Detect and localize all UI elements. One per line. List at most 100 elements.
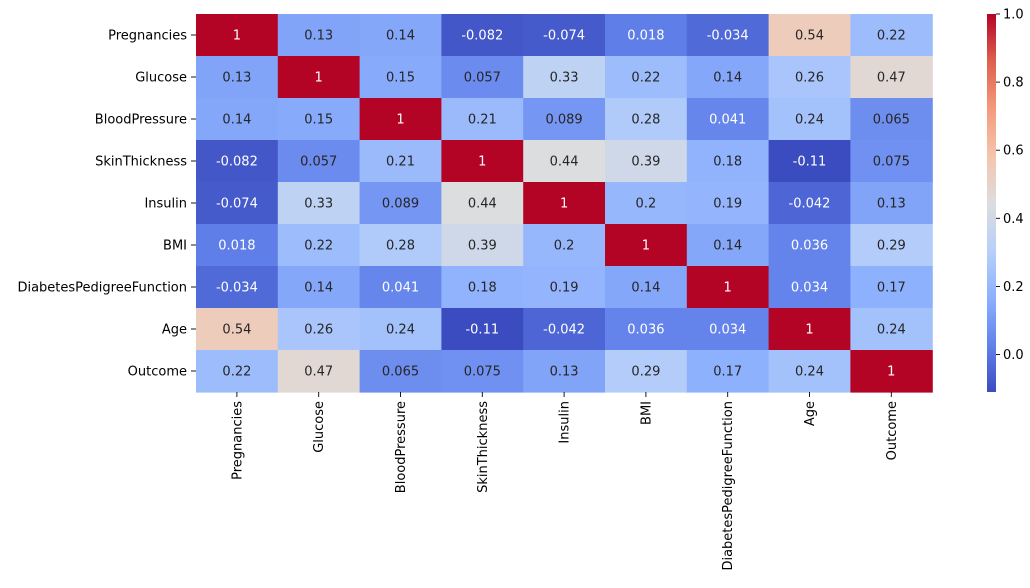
heatmap-cell [196, 14, 279, 57]
cell-value-label: -0.042 [543, 323, 585, 338]
heatmap-cell [441, 224, 524, 267]
cell-value-label: 0.44 [550, 155, 579, 170]
heatmap-cell [441, 182, 524, 225]
heatmap-cell [850, 350, 933, 393]
cell-value-label: 0.15 [304, 113, 333, 128]
heatmap-cell [850, 182, 933, 225]
heatmap-cell [768, 308, 851, 351]
cell-value-label: 0.075 [464, 365, 501, 380]
heatmap-cell [523, 140, 606, 183]
cell-value-label: 0.089 [382, 197, 419, 212]
cell-value-label: 0.041 [709, 113, 746, 128]
heatmap-cell [523, 14, 606, 57]
column-label: Outcome [885, 401, 900, 460]
cell-value-label: 0.14 [222, 113, 251, 128]
heatmap-cell [768, 350, 851, 393]
cell-value-label: -0.11 [793, 155, 827, 170]
heatmap-cell [768, 56, 851, 99]
cell-value-label: 0.54 [795, 29, 824, 44]
column-label: Age [803, 401, 818, 426]
cell-value-label: 0.21 [468, 113, 497, 128]
cell-value-label: 0.034 [791, 281, 828, 296]
cell-value-label: 0.057 [300, 155, 337, 170]
cell-value-label: 0.065 [382, 365, 419, 380]
heatmap-cell [850, 308, 933, 351]
heatmap-cell [441, 14, 524, 57]
cell-value-label: -0.074 [543, 29, 585, 44]
row-label: SkinThickness [95, 155, 187, 170]
heatmap-cell [196, 350, 279, 393]
heatmap-cell [850, 266, 933, 309]
heatmap-cell [277, 182, 361, 225]
heatmap-cell [196, 56, 279, 99]
heatmap-cell [605, 56, 688, 99]
heatmap-cell [686, 182, 770, 225]
heatmap-cell [850, 14, 933, 57]
heatmap-cell [196, 266, 279, 309]
cell-value-label: 0.24 [877, 323, 906, 338]
cell-value-label: 0.21 [386, 155, 415, 170]
heatmap-cell [605, 308, 688, 351]
cell-value-label: 0.15 [386, 71, 415, 86]
colorbar-tick-label: 0.0 [1003, 348, 1024, 363]
cell-value-label: 0.057 [464, 71, 501, 86]
row-label: BloodPressure [95, 113, 187, 128]
cell-value-label: 0.24 [795, 365, 824, 380]
heatmap-cell [768, 266, 851, 309]
heatmap-cell [196, 182, 279, 225]
cell-value-label: 0.2 [636, 197, 657, 212]
row-labels: Pregnancies Glucose BloodPressure SkinThick… [17, 29, 196, 380]
heatmap-cell [196, 224, 279, 267]
colorbar [987, 14, 996, 392]
heatmap-cell [359, 98, 442, 141]
cell-value-label: 0.13 [877, 197, 906, 212]
heatmap-cell [359, 14, 442, 57]
cell-value-label: 1 [887, 365, 895, 380]
heatmap-cell [359, 224, 442, 267]
heatmap-cell [686, 266, 770, 309]
cell-value-label: 0.22 [631, 71, 660, 86]
cell-value-label: 0.14 [304, 281, 333, 296]
heatmap-cell [196, 308, 279, 351]
column-label: Glucose [312, 401, 327, 453]
cell-value-label: 0.28 [386, 239, 415, 254]
cell-value-label: -0.082 [216, 155, 258, 170]
cell-value-label: 0.19 [550, 281, 579, 296]
heatmap-cell [686, 308, 770, 351]
cell-value-label: 1 [560, 197, 568, 212]
cell-value-label: 0.041 [382, 281, 419, 296]
column-label: DiabetesPedigreeFunction [721, 401, 736, 571]
column-label: SkinThickness [476, 401, 491, 493]
heatmap-cell [605, 266, 688, 309]
heatmap-cell [359, 266, 442, 309]
cell-value-label: 0.14 [631, 281, 660, 296]
cell-value-label: 0.075 [873, 155, 910, 170]
heatmap-cell [605, 14, 688, 57]
heatmap-cell [768, 14, 851, 57]
heatmap-cell [277, 98, 361, 141]
heatmap-cell [359, 182, 442, 225]
heatmap-cell [605, 224, 688, 267]
colorbar-tick-label: 0.6 [1003, 144, 1024, 159]
heatmap-cell [196, 140, 279, 183]
heatmap-cell [359, 56, 442, 99]
heatmap-cell [441, 266, 524, 309]
heatmap-cell [359, 140, 442, 183]
cell-value-label: 0.13 [222, 71, 251, 86]
cell-value-label: 0.39 [468, 239, 497, 254]
heatmap-cell [686, 350, 770, 393]
heatmap-cell [523, 224, 606, 267]
column-label: BMI [639, 401, 654, 425]
cell-value-label: 0.28 [631, 113, 660, 128]
row-label: DiabetesPedigreeFunction [17, 281, 187, 296]
heatmap-cell [523, 350, 606, 393]
heatmap-cell [686, 98, 770, 141]
heatmap-cell [196, 98, 279, 141]
cell-value-label: -0.082 [461, 29, 503, 44]
cell-value-label: -0.11 [465, 323, 499, 338]
cell-value-label: 0.29 [631, 365, 660, 380]
row-label: Insulin [144, 197, 187, 212]
cell-value-label: 0.034 [709, 323, 746, 338]
heatmap-cell [850, 140, 933, 183]
